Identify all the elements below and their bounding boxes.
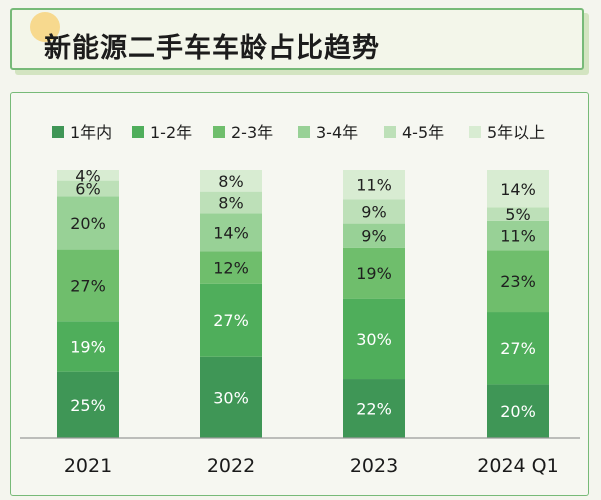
legend-swatch (132, 126, 144, 138)
data-label: 20% (70, 214, 106, 233)
bar-segment (343, 170, 405, 200)
bar-segment (343, 247, 405, 299)
data-label: 23% (500, 272, 536, 291)
legend-swatch (298, 126, 310, 138)
data-label: 6% (75, 180, 100, 199)
bar-segment (57, 170, 119, 181)
bar-stack: 25% 19% 27% 20% 6%4% (57, 166, 119, 438)
legend-swatch (52, 126, 64, 138)
bar-segment (200, 191, 262, 214)
bar-segment (57, 371, 119, 438)
data-label: 5% (505, 205, 530, 224)
data-label: 30% (356, 330, 392, 349)
data-label: 8% (218, 193, 243, 212)
bar-segment (57, 180, 119, 197)
bar-segment (200, 356, 262, 438)
data-label: 25% (70, 396, 106, 415)
x-axis-labels: 2021 2022 2023 2024 Q1 (64, 455, 559, 477)
data-label: 27% (70, 276, 106, 295)
bar-segment (343, 199, 405, 224)
legend-label: 1-2年 (150, 123, 192, 142)
bar-groups: 25% 19% 27% 20% 6%4% 30% 27% 12% 14% 8% 8% 22% 30% 19… (57, 166, 549, 438)
bar-segment (343, 223, 405, 248)
data-label: 27% (213, 311, 249, 330)
bar-segment (487, 207, 549, 221)
bar-segment (487, 220, 549, 251)
bar-segment (487, 250, 549, 313)
legend-label: 3-4年 (316, 123, 358, 142)
data-label: 12% (213, 258, 249, 277)
legend-label: 2-3年 (231, 123, 273, 142)
data-label: 14% (213, 223, 249, 242)
data-label: 30% (213, 388, 249, 407)
bar-segment (57, 196, 119, 250)
data-label: 4% (75, 166, 100, 185)
data-label: 19% (356, 264, 392, 283)
data-label: 14% (500, 180, 536, 199)
data-label: 22% (356, 400, 392, 419)
bar-stack: 22% 30% 19% 9% 9% 11% (343, 170, 405, 438)
bar-segment (487, 170, 549, 208)
data-label: 11% (356, 176, 392, 195)
bar-segment (57, 249, 119, 322)
page-title: 新能源二手车车龄占比趋势 (44, 33, 380, 64)
bar-segment (487, 384, 549, 438)
legend-swatch (384, 126, 396, 138)
bar-segment (200, 170, 262, 192)
legend-swatch (469, 126, 481, 138)
bar-segment (200, 283, 262, 357)
title-panel: 新能源二手车车龄占比趋势 (10, 8, 584, 70)
x-tick-label: 2024 Q1 (477, 455, 558, 477)
legend-label: 4-5年 (402, 123, 444, 142)
bar-segment (200, 251, 262, 284)
x-tick-label: 2022 (207, 455, 255, 477)
chart-legend: 1年内 1-2年 2-3年 3-4年 4-5年 5年以上 (52, 123, 545, 142)
data-label: 9% (361, 203, 386, 222)
data-label: 20% (500, 402, 536, 421)
data-label: 8% (218, 172, 243, 191)
legend-label: 1年内 (70, 123, 112, 142)
data-label: 27% (500, 339, 536, 358)
title-decoration-dot (30, 12, 60, 42)
bar-segment (200, 213, 262, 252)
bar-segment (343, 379, 405, 438)
bar-stack: 20% 27% 23% 11% 5% 14% (487, 170, 549, 438)
bar-segment (57, 321, 119, 372)
data-label: 19% (70, 337, 106, 356)
bar-segment (487, 312, 549, 385)
data-label: 9% (361, 227, 386, 246)
x-tick-label: 2021 (64, 455, 112, 477)
legend-swatch (213, 126, 225, 138)
legend-label: 5年以上 (487, 123, 545, 142)
data-label: 11% (500, 227, 536, 246)
bar-segment (343, 298, 405, 380)
bar-stack: 30% 27% 12% 14% 8% 8% (200, 170, 262, 438)
x-tick-label: 2023 (350, 455, 398, 477)
